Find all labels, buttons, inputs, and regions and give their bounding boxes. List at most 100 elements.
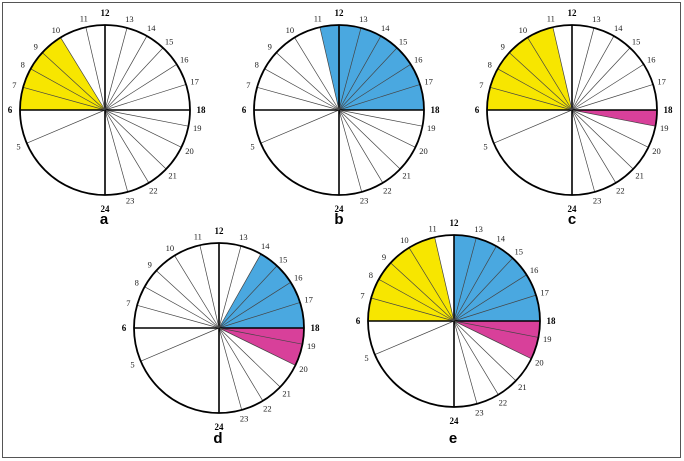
hour-label-24: 24 bbox=[335, 204, 345, 214]
spoke-9 bbox=[509, 52, 573, 111]
spoke-19 bbox=[338, 109, 423, 127]
hour-label-20: 20 bbox=[185, 146, 194, 156]
hour-label-6: 6 bbox=[8, 105, 13, 115]
hour-label-7: 7 bbox=[479, 80, 483, 90]
hour-label-18: 18 bbox=[311, 323, 321, 333]
spoke-20 bbox=[338, 109, 416, 148]
hour-label-12: 12 bbox=[215, 226, 225, 236]
hour-label-16: 16 bbox=[647, 54, 656, 64]
hour-label-11: 11 bbox=[547, 13, 555, 23]
hour-label-17: 17 bbox=[657, 77, 666, 87]
spoke-15 bbox=[571, 47, 631, 111]
hour-label-16: 16 bbox=[530, 265, 539, 275]
sector-magenta bbox=[454, 321, 540, 359]
hour-label-21: 21 bbox=[168, 170, 177, 180]
hour-label-13: 13 bbox=[239, 232, 248, 242]
clock-rim bbox=[486, 24, 658, 196]
spoke-20 bbox=[571, 109, 649, 148]
spoke-22 bbox=[104, 109, 150, 184]
spoke-17 bbox=[338, 84, 421, 111]
hour-label-8: 8 bbox=[21, 59, 25, 69]
spoke-21 bbox=[218, 327, 281, 388]
hour-label-16: 16 bbox=[414, 54, 423, 64]
hour-label-6: 6 bbox=[242, 105, 247, 115]
spoke-5 bbox=[140, 327, 220, 362]
hour-label-17: 17 bbox=[304, 295, 313, 305]
hour-label-13: 13 bbox=[474, 224, 483, 234]
hour-label-14: 14 bbox=[261, 241, 270, 251]
hour-label-7: 7 bbox=[12, 80, 16, 90]
spoke-9 bbox=[156, 270, 220, 329]
spoke-13 bbox=[571, 27, 595, 111]
hour-label-15: 15 bbox=[632, 36, 641, 46]
spoke-10 bbox=[60, 37, 106, 111]
spoke-22 bbox=[453, 320, 499, 395]
hour-label-19: 19 bbox=[307, 341, 316, 351]
spoke-17 bbox=[104, 84, 187, 111]
spoke-8 bbox=[30, 68, 106, 111]
spoke-16 bbox=[218, 282, 291, 329]
spoke-23 bbox=[104, 109, 129, 193]
hour-label-9: 9 bbox=[382, 252, 386, 262]
hour-label-18: 18 bbox=[547, 316, 557, 326]
spoke-17 bbox=[218, 302, 301, 329]
sector-yellow bbox=[368, 237, 454, 321]
hour-label-19: 19 bbox=[543, 334, 552, 344]
spoke-15 bbox=[338, 47, 398, 111]
hour-label-19: 19 bbox=[660, 123, 669, 133]
spoke-7 bbox=[489, 86, 573, 111]
hour-label-24: 24 bbox=[101, 204, 111, 214]
hour-label-21: 21 bbox=[282, 388, 291, 398]
spoke-14 bbox=[218, 253, 262, 329]
hour-label-19: 19 bbox=[193, 123, 202, 133]
spoke-8 bbox=[378, 279, 455, 322]
hour-label-11: 11 bbox=[80, 13, 88, 23]
hour-label-22: 22 bbox=[149, 186, 158, 196]
hour-label-11: 11 bbox=[194, 231, 202, 241]
hour-label-10: 10 bbox=[52, 25, 61, 35]
spoke-22 bbox=[218, 327, 264, 402]
panel-label: e bbox=[449, 430, 457, 447]
spoke-11 bbox=[319, 27, 340, 111]
hour-label-18: 18 bbox=[664, 105, 674, 115]
hour-label-10: 10 bbox=[400, 235, 409, 245]
clock-panel-b: 12 13 14 15 16 17 18 19 20 21 22 23 24 5 6 7 89 10 11 b bbox=[242, 8, 440, 228]
panel-label: a bbox=[100, 211, 109, 228]
hour-label-14: 14 bbox=[381, 23, 390, 33]
spoke-15 bbox=[104, 47, 164, 111]
hour-label-6: 6 bbox=[122, 323, 127, 333]
spoke-9 bbox=[390, 262, 455, 322]
hour-label-24: 24 bbox=[215, 422, 225, 432]
hour-label-15: 15 bbox=[515, 247, 524, 257]
spoke-7 bbox=[136, 304, 220, 329]
hour-label-11: 11 bbox=[314, 13, 322, 23]
hour-label-24: 24 bbox=[450, 416, 460, 426]
clock-rim bbox=[253, 24, 425, 196]
hour-label-22: 22 bbox=[263, 404, 272, 414]
hour-label-5: 5 bbox=[16, 142, 20, 152]
hour-label-8: 8 bbox=[255, 59, 259, 69]
hour-label-10: 10 bbox=[286, 25, 295, 35]
hour-label-18: 18 bbox=[197, 105, 207, 115]
hour-label-23: 23 bbox=[126, 196, 135, 206]
hour-label-22: 22 bbox=[383, 186, 392, 196]
hour-label-5: 5 bbox=[250, 142, 254, 152]
spoke-19 bbox=[453, 320, 539, 338]
hour-label-20: 20 bbox=[652, 146, 661, 156]
hour-label-10: 10 bbox=[519, 25, 528, 35]
hour-label-20: 20 bbox=[535, 358, 544, 368]
spoke-14 bbox=[453, 245, 497, 322]
clock-panel-c: 12 13 14 15 16 17 18 19 20 21 22 23 24 5 6 7 89 10 11 c bbox=[475, 8, 673, 228]
spoke-9 bbox=[42, 52, 106, 111]
hour-label-12: 12 bbox=[450, 218, 460, 228]
hour-label-23: 23 bbox=[475, 408, 484, 418]
hour-label-21: 21 bbox=[635, 170, 644, 180]
hour-label-8: 8 bbox=[135, 277, 139, 287]
spoke-14 bbox=[104, 35, 148, 111]
hour-label-15: 15 bbox=[279, 254, 288, 264]
spoke-5 bbox=[493, 109, 573, 144]
spoke-5 bbox=[260, 109, 340, 144]
spoke-15 bbox=[453, 257, 513, 322]
hour-label-22: 22 bbox=[499, 397, 508, 407]
spoke-19 bbox=[571, 109, 656, 127]
